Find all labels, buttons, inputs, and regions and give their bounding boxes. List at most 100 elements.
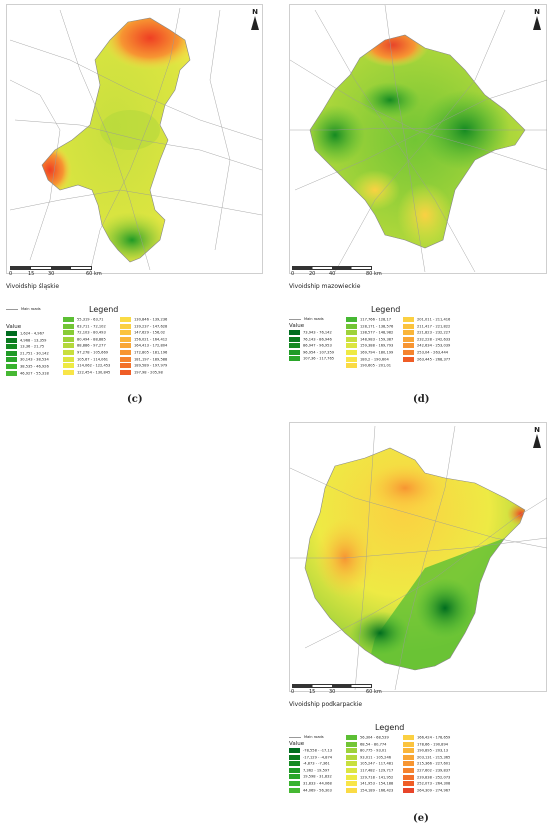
legend-swatch xyxy=(289,336,300,342)
legend-class: 31,833 - 44,068 xyxy=(289,780,332,788)
legend-class: 73,943 - 76,142 xyxy=(289,330,334,337)
road-line-icon xyxy=(6,308,18,310)
legend-class: 122,454 - 130,845 xyxy=(63,369,110,377)
north-arrow-icon xyxy=(251,16,259,30)
legend-class-label: 96,954 - 107,359 xyxy=(303,350,335,355)
legend-class: 172,805 - 181,196 xyxy=(120,349,167,357)
legend-class-label: 1,624 - 4,967 xyxy=(20,331,45,336)
legend-class: 180,2 - 190,604 xyxy=(346,356,393,364)
legend-class: 30,143 - 38,534 xyxy=(6,357,49,364)
legend-class-label: 86,947 - 96,953 xyxy=(303,343,332,348)
legend-class: 253,04 - 263,444 xyxy=(403,349,450,357)
legend-class: 107,36 - 117,765 xyxy=(289,356,334,363)
legend-class-label: 30,143 - 38,534 xyxy=(20,357,49,362)
road-line-icon xyxy=(289,318,301,320)
legend-class-label: 129,718 - 141,952 xyxy=(360,775,394,780)
legend-swatch xyxy=(403,761,414,767)
legend-swatch xyxy=(120,356,131,362)
legend-class: 178,66 - 190,894 xyxy=(403,741,450,749)
legend-main-roads-label: Main roads xyxy=(304,317,324,321)
legend-swatch xyxy=(403,356,414,362)
legend-class-label: 166,424 - 178,659 xyxy=(417,735,451,740)
legend-class: 201,011 - 211,416 xyxy=(403,317,450,324)
legend-swatch xyxy=(346,767,357,773)
legend-swatch xyxy=(403,741,414,747)
legend-class-label: 227,602 - 239,837 xyxy=(417,768,451,773)
legend-class: 147,629 - 156,02 xyxy=(120,330,167,337)
legend-class-label: 13,36 - 21,75 xyxy=(20,344,45,349)
scale-tick: 60 km xyxy=(366,689,382,695)
legend-class: 63,711 - 72,102 xyxy=(63,323,110,331)
legend-class: 55,319 - 63,71 xyxy=(63,317,110,324)
scale-tick: 40 xyxy=(329,271,336,277)
legend-class: 44,069 - 56,303 xyxy=(289,787,332,795)
legend-class: 156,021 - 164,412 xyxy=(120,336,167,344)
legend-class-label: 154,189 - 166,423 xyxy=(360,788,394,793)
legend-main-roads-label: Main roads xyxy=(21,307,41,311)
legend-class: 239,838 - 252,073 xyxy=(403,774,450,782)
legend-class-label: 232,228 - 242,633 xyxy=(417,337,451,342)
legend-class-label: 31,833 - 44,068 xyxy=(303,781,332,786)
north-arrow: N xyxy=(248,8,262,30)
legend-class: 139,237 - 147,628 xyxy=(120,323,167,331)
legend-swatch xyxy=(403,343,414,349)
legend-swatch xyxy=(289,356,300,362)
legend-class-label: 73,943 - 76,142 xyxy=(303,330,332,335)
legend-class: 93,011 - 105,246 xyxy=(346,754,393,762)
legend-class-label: 56,304 - 68,539 xyxy=(360,735,389,740)
legend-class-label: 253,04 - 263,444 xyxy=(417,350,449,355)
legend-value-title: Value xyxy=(6,324,22,330)
legend-swatch xyxy=(346,343,357,349)
legend-class-label: 63,711 - 72,102 xyxy=(77,324,106,329)
legend-class-label: 197,98 - 205,98 xyxy=(134,370,163,375)
legend-swatch xyxy=(120,336,131,342)
legend-swatch xyxy=(289,767,300,773)
legend-class: 232,228 - 242,633 xyxy=(403,336,451,344)
legend-class-label: 72,103 - 80,493 xyxy=(77,330,106,335)
map-panel-mazowieckie: N 0 20 40 80 km Vivoidship mazowieckie L… xyxy=(275,0,550,410)
map-panel-podkarpackie: N 0 15 30 60 km Vivoidship podkarpackie … xyxy=(275,418,550,829)
legend-swatch xyxy=(63,343,74,349)
legend-class: 190,605 - 201,01 xyxy=(346,363,393,370)
north-label: N xyxy=(252,8,258,16)
legend-class-label: 97,278 - 105,669 xyxy=(77,350,109,355)
legend-class: 38,535 - 46,926 xyxy=(6,363,49,371)
legend-class: 221,823 - 232,227 xyxy=(403,330,450,337)
legend-swatch xyxy=(289,787,300,793)
legend-class: 141,953 - 154,188 xyxy=(346,781,393,788)
legend-class: 68,54 - 80,774 xyxy=(346,741,393,749)
legend-class: -17,129 - -4,874 xyxy=(289,754,332,762)
legend-class: 80,775 - 93,01 xyxy=(346,748,393,755)
legend-col: 166,424 - 178,659 178,66 - 190,894 190,895… xyxy=(403,735,450,794)
legend-class-label: 211,417 - 221,822 xyxy=(417,324,451,329)
legend-swatch xyxy=(403,735,414,740)
legend-main-roads: Main roads xyxy=(6,307,41,312)
legend-class-label: 80,494 - 88,885 xyxy=(77,337,106,342)
legend-class-label: 117,766 - 128,17 xyxy=(360,317,392,322)
legend: Legend Main roads Value -78,558 - -17,13… xyxy=(289,718,544,798)
scale-tick: 30 xyxy=(329,689,336,695)
legend-swatch xyxy=(403,787,414,793)
legend-class: 130,846 - 139,236 xyxy=(120,317,167,324)
legend-class: 128,171 - 138,576 xyxy=(346,323,393,331)
scale-tick: 15 xyxy=(309,689,316,695)
legend-class: 129,718 - 141,952 xyxy=(346,774,394,782)
north-label: N xyxy=(534,8,540,16)
legend-swatch xyxy=(63,363,74,369)
legend-class: 46,927 - 55,318 xyxy=(6,370,49,378)
legend-swatch xyxy=(403,330,414,336)
legend-swatch xyxy=(346,323,357,329)
legend-class: 114,062 - 122,453 xyxy=(63,363,110,370)
legend-swatch xyxy=(403,767,414,773)
legend-class: 86,947 - 96,953 xyxy=(289,343,334,350)
legend-swatch xyxy=(346,774,357,780)
legend-swatch xyxy=(6,337,17,343)
legend-class-label: 117,482 - 129,717 xyxy=(360,768,394,773)
legend-swatch xyxy=(120,323,131,329)
legend-swatch xyxy=(120,363,131,369)
north-arrow-icon xyxy=(533,16,541,30)
legend-class-label: 252,073 - 264,308 xyxy=(417,781,451,786)
legend-class-label: 55,319 - 63,71 xyxy=(77,317,104,322)
legend-title: Legend xyxy=(375,723,405,732)
legend-swatch xyxy=(346,754,357,760)
